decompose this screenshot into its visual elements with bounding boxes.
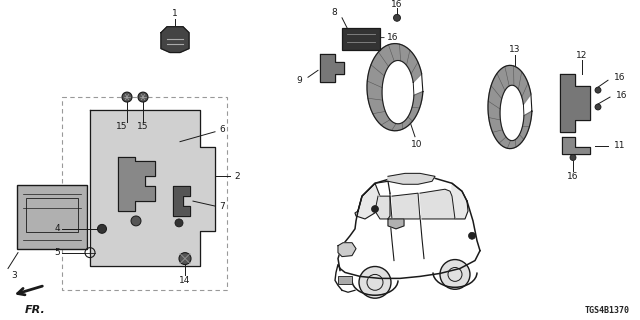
Polygon shape: [560, 74, 590, 132]
Polygon shape: [367, 44, 423, 131]
Text: 10: 10: [412, 140, 423, 149]
Text: 9: 9: [296, 76, 302, 85]
Polygon shape: [173, 186, 190, 216]
Circle shape: [97, 224, 106, 233]
Circle shape: [371, 205, 378, 212]
Text: TGS4B1370: TGS4B1370: [585, 306, 630, 315]
Circle shape: [359, 267, 391, 298]
Text: 14: 14: [179, 276, 191, 285]
Bar: [342, 28, 380, 50]
Text: 16: 16: [567, 172, 579, 181]
Polygon shape: [488, 65, 532, 148]
Circle shape: [595, 104, 601, 110]
Circle shape: [595, 87, 601, 93]
Text: 5: 5: [54, 248, 60, 257]
Bar: [338, 276, 352, 284]
Polygon shape: [420, 189, 455, 219]
Bar: [26, 198, 78, 232]
Polygon shape: [338, 243, 356, 257]
Text: 12: 12: [576, 51, 588, 60]
Polygon shape: [562, 137, 590, 154]
Text: 15: 15: [137, 122, 148, 131]
Circle shape: [138, 92, 148, 102]
Text: 2: 2: [234, 172, 240, 181]
Text: 13: 13: [509, 45, 521, 54]
Circle shape: [394, 14, 401, 21]
Polygon shape: [392, 193, 420, 219]
Polygon shape: [388, 173, 435, 184]
Text: 16: 16: [614, 73, 625, 82]
Circle shape: [570, 155, 576, 161]
Bar: [62, 97, 227, 290]
Text: 4: 4: [54, 224, 60, 233]
Text: 6: 6: [219, 125, 225, 134]
Circle shape: [440, 260, 470, 289]
Polygon shape: [355, 183, 380, 219]
Polygon shape: [388, 219, 404, 229]
Polygon shape: [90, 110, 215, 266]
Text: 7: 7: [219, 202, 225, 211]
Text: FR.: FR.: [24, 305, 45, 315]
Text: 1: 1: [172, 9, 178, 18]
Circle shape: [122, 92, 132, 102]
Polygon shape: [118, 156, 155, 211]
Polygon shape: [452, 183, 468, 219]
Circle shape: [468, 232, 476, 239]
Text: 16: 16: [616, 91, 627, 100]
Text: 8: 8: [332, 8, 337, 17]
Text: 16: 16: [387, 33, 399, 42]
Text: 16: 16: [391, 0, 403, 10]
FancyBboxPatch shape: [17, 185, 87, 249]
Text: 15: 15: [116, 122, 128, 131]
Polygon shape: [375, 196, 392, 219]
Polygon shape: [320, 54, 344, 82]
Text: 11: 11: [614, 141, 625, 150]
Polygon shape: [161, 27, 189, 52]
Circle shape: [179, 252, 191, 265]
Text: 3: 3: [11, 271, 17, 280]
Circle shape: [131, 216, 141, 226]
Circle shape: [175, 219, 183, 227]
